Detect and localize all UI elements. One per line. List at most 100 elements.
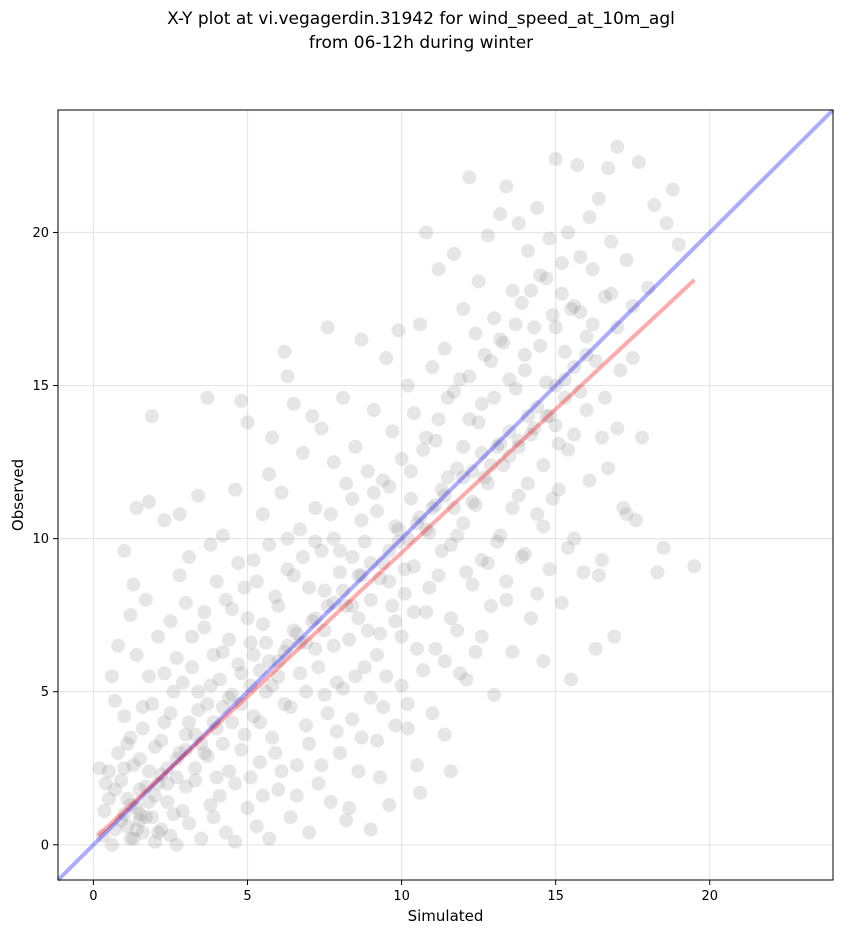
scatter-point-399 <box>490 534 505 549</box>
scatter-point-147 <box>376 700 391 715</box>
scatter-point-29 <box>138 779 153 794</box>
scatter-point-338 <box>302 736 317 751</box>
scatter-point-317 <box>237 727 252 742</box>
scatter-point-412 <box>530 586 545 601</box>
scatter-point-334 <box>289 788 304 803</box>
scatter-point-24 <box>132 813 147 828</box>
scatter-point-250 <box>588 354 603 369</box>
scatter-point-365 <box>385 598 400 613</box>
scatter-point-154 <box>391 323 406 338</box>
scatter-point-232 <box>551 482 566 497</box>
scatter-point-47 <box>172 568 187 583</box>
scatter-point-52 <box>181 549 196 564</box>
scatter-point-438 <box>151 776 166 791</box>
scatter-point-355 <box>354 730 369 745</box>
scatter-point-101 <box>280 562 295 577</box>
scatter-point-267 <box>641 280 656 295</box>
scatter-point-162 <box>406 406 421 421</box>
scatter-point-398 <box>487 390 502 405</box>
x-tick-label-4: 20 <box>701 889 718 904</box>
scatter-point-122 <box>326 455 341 470</box>
scatter-point-71 <box>222 690 237 705</box>
scatter-point-281 <box>126 758 141 773</box>
scatter-point-132 <box>345 712 360 727</box>
scatter-point-358 <box>363 690 378 705</box>
scatter-point-457 <box>326 595 341 610</box>
scatter-point-258 <box>607 629 622 644</box>
scatter-point-480 <box>539 409 554 424</box>
scatter-point-59 <box>197 620 212 635</box>
scatter-point-280 <box>123 831 138 846</box>
scatter-point-44 <box>166 684 181 699</box>
scatter-point-168 <box>419 605 434 620</box>
scatter-point-100 <box>280 369 295 384</box>
scatter-point-58 <box>194 831 209 846</box>
scatter-point-475 <box>493 436 508 451</box>
scatter-point-458 <box>336 583 351 598</box>
scatter-point-328 <box>271 598 286 613</box>
scatter-point-56 <box>191 488 206 503</box>
scatter-point-97 <box>274 485 289 500</box>
scatter-point-472 <box>465 464 480 479</box>
scatter-point-364 <box>382 479 397 494</box>
scatter-point-277 <box>114 773 129 788</box>
scatter-point-35 <box>148 834 163 849</box>
scatter-point-261 <box>613 363 628 378</box>
x-tick-label-1: 5 <box>243 889 251 904</box>
scatter-point-413 <box>533 338 548 353</box>
scatter-point-370 <box>400 696 415 711</box>
scatter-point-308 <box>209 770 224 785</box>
scatter-point-99 <box>277 696 292 711</box>
scatter-point-366 <box>388 718 403 733</box>
scatter-point-146 <box>376 473 391 488</box>
scatter-point-89 <box>259 684 274 699</box>
scatter-point-152 <box>388 614 403 629</box>
scatter-point-284 <box>135 721 150 736</box>
scatter-point-343 <box>317 583 332 598</box>
scatter-point-104 <box>286 396 301 411</box>
scatter-point-389 <box>459 565 474 580</box>
y-tick-label-2: 10 <box>32 532 49 547</box>
scatter-point-26 <box>135 700 150 715</box>
scatter-point-417 <box>545 491 560 506</box>
scatter-point-353 <box>348 669 363 684</box>
scatter-point-283 <box>132 782 147 797</box>
scatter-point-77 <box>234 393 249 408</box>
scatter-point-274 <box>687 559 702 574</box>
scatter-point-293 <box>163 706 178 721</box>
scatter-point-5 <box>104 837 119 852</box>
scatter-point-181 <box>446 246 461 261</box>
scatter-point-384 <box>443 611 458 626</box>
scatter-point-375 <box>416 663 431 678</box>
scatter-point-240 <box>567 531 582 546</box>
scatter-point-286 <box>141 764 156 779</box>
scatter-point-136 <box>354 332 369 347</box>
scatter-point-380 <box>431 412 446 427</box>
scatter-point-354 <box>351 568 366 583</box>
scatter-point-175 <box>434 482 449 497</box>
scatter-point-84 <box>246 553 261 568</box>
scatter-point-336 <box>295 549 310 564</box>
plot-area-frame <box>57 109 834 881</box>
scatter-point-21 <box>129 501 144 516</box>
scatter-point-454 <box>299 635 314 650</box>
scatter-point-60 <box>200 390 215 405</box>
scatter-point-155 <box>394 678 409 693</box>
scatter-point-191 <box>468 326 483 341</box>
scatter-point-126 <box>332 565 347 580</box>
scatter-point-166 <box>416 442 431 457</box>
scatter-point-25 <box>132 752 147 767</box>
scatter-point-244 <box>576 565 591 580</box>
scatter-point-30 <box>141 494 156 509</box>
scatter-point-453 <box>289 626 304 641</box>
scatter-point-70 <box>218 825 233 840</box>
scatter-point-237 <box>560 442 575 457</box>
scatter-point-149 <box>382 574 397 589</box>
scatter-point-263 <box>619 253 634 268</box>
scatter-point-83 <box>246 709 261 724</box>
scatter-point-265 <box>628 513 643 528</box>
scatter-point-431 <box>610 421 625 436</box>
scatter-point-201 <box>487 687 502 702</box>
scatter-point-114 <box>308 501 323 516</box>
